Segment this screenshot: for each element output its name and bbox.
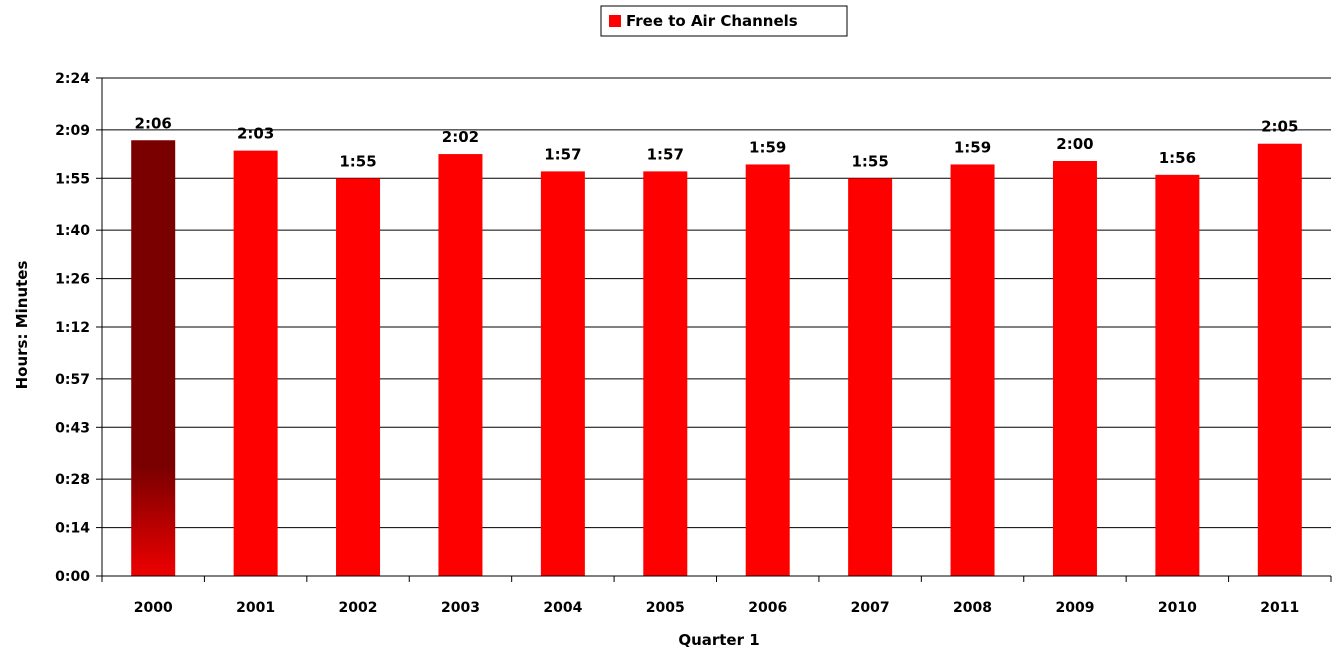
bar-2003 [438,154,483,577]
data-label-2011: 2:05 [1261,118,1298,136]
x-tick-labels: 2000 2001 2002 2003 2004 2005 2006 2007 2008 2009… [134,600,1300,616]
x-axis-title: Quarter 1 [678,631,759,649]
data-label-2010: 1:56 [1159,149,1196,167]
axes [101,78,1332,582]
x-tick-label-2000: 2000 [134,600,173,616]
data-label-2004: 1:57 [544,145,581,163]
x-tick-label-2002: 2002 [339,600,378,616]
legend-label: Free to Air Channels [626,12,798,30]
bar-2005 [643,171,688,576]
bar-2006 [745,164,790,577]
y-tick-label: 1:26 [55,272,90,288]
x-tick-label-2001: 2001 [236,600,275,616]
y-tick-label: 1:55 [55,171,90,187]
y-tick-label: 2:24 [55,71,90,87]
y-axis-title: Hours: Minutes [13,261,31,390]
data-label-2008: 1:59 [954,138,991,156]
bar-2001 [233,150,278,576]
y-tick-label: 1:40 [55,223,90,239]
x-tick-label-2006: 2006 [748,600,787,616]
bar-2009 [1052,161,1097,576]
x-tick-label-2007: 2007 [851,600,890,616]
x-tick-label-2009: 2009 [1055,600,1094,616]
x-tick-label-2003: 2003 [441,600,480,616]
data-label-2000: 2:06 [135,114,172,132]
x-tick-label-2004: 2004 [543,600,582,616]
data-label-2001: 2:03 [237,125,274,143]
x-tick-label-2005: 2005 [646,600,685,616]
bar-2004 [540,171,585,576]
bar-2007 [848,178,893,576]
data-label-2009: 2:00 [1056,135,1093,153]
data-label-2007: 1:55 [851,152,888,170]
gridlines [96,77,1331,577]
y-tick-label: 1:12 [55,320,90,336]
x-tick-label-2008: 2008 [953,600,992,616]
data-label-2005: 1:57 [647,145,684,163]
y-tick-labels: 0:00 0:14 0:28 0:43 0:57 1:12 1:26 1:40 1:55 2:09… [55,71,90,585]
bar-2000 [131,140,176,576]
y-tick-label: 0:14 [55,521,90,537]
legend-swatch [609,15,621,27]
data-label-2003: 2:02 [442,128,479,146]
legend: Free to Air Channels [600,5,848,37]
y-tick-label: 0:43 [55,420,90,436]
legend-box [600,5,848,37]
bar-2010 [1155,174,1200,577]
y-tick-label: 0:28 [55,472,90,488]
bar-2008 [950,164,995,577]
y-tick-label: 0:00 [55,569,90,585]
bars [131,140,1302,577]
data-label-2002: 1:55 [339,152,376,170]
data-labels: 2:06 2:03 1:55 2:02 1:57 1:57 1:59 1:55 1:59 2:00… [135,114,1299,170]
data-label-2006: 1:59 [749,138,786,156]
bar-2011 [1257,143,1302,577]
x-tick-label-2010: 2010 [1158,600,1197,616]
y-tick-label: 0:57 [55,372,90,388]
x-tick-label-2011: 2011 [1260,600,1299,616]
y-tick-label: 2:09 [55,123,90,139]
bar-2002 [336,178,381,576]
